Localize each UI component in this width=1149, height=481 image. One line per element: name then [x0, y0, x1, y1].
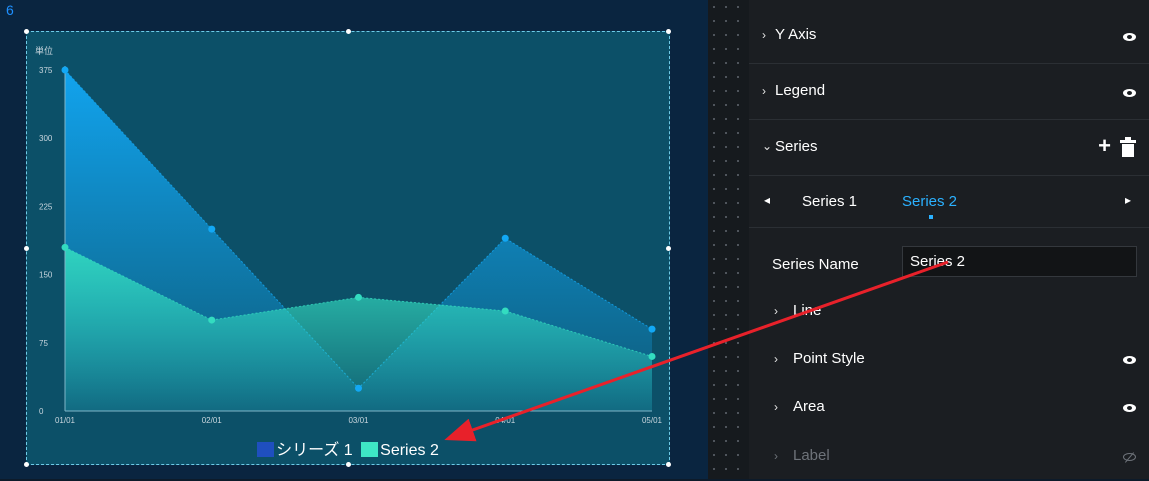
y-tick-label: 375	[39, 66, 53, 75]
resize-handle-left[interactable]	[24, 246, 29, 251]
resize-handle-top[interactable]	[346, 29, 351, 34]
chevron-down-icon: ⌄	[762, 139, 773, 153]
section-legend-label: Legend	[775, 82, 826, 99]
chevron-right-icon: ›	[774, 449, 778, 463]
point-series-1[interactable]	[208, 225, 216, 233]
legend-item-series-1[interactable]: シリーズ 1	[257, 436, 353, 460]
section-series[interactable]: ⌄ Series +	[749, 120, 1149, 176]
x-tick-label: 02/01	[202, 416, 223, 425]
x-tick-label: 01/01	[55, 416, 76, 425]
point-series-2[interactable]	[355, 293, 362, 301]
point-series-2[interactable]	[61, 243, 69, 251]
point-series-2[interactable]	[501, 307, 509, 315]
eye-icon[interactable]	[1123, 356, 1136, 364]
section-legend[interactable]: › Legend	[749, 64, 1149, 120]
point-series-1[interactable]	[501, 234, 509, 242]
y-unit-label: 単位	[35, 45, 53, 56]
chevron-right-icon: ›	[774, 352, 778, 366]
add-series-button[interactable]: +	[1098, 133, 1111, 158]
chevron-right-icon: ›	[762, 28, 766, 42]
resize-handle-right[interactable]	[666, 246, 671, 251]
subsection-area[interactable]: › Area	[749, 384, 1149, 432]
subsection-point-style-label: Point Style	[793, 350, 865, 367]
section-y-axis-label: Y Axis	[775, 26, 817, 43]
y-tick-label: 75	[39, 339, 48, 348]
legend-item-series-2[interactable]: Series 2	[361, 442, 439, 460]
subsection-area-label: Area	[793, 398, 825, 415]
x-tick-label: 04/01	[495, 416, 516, 425]
series-name-label: Series Name	[772, 256, 859, 273]
chart-widget[interactable]: 単位 0 75 150 225 300 375 01/01 02/01 03/01 04/01 05/…	[26, 31, 670, 465]
chart-legend: シリーズ 1 Series 2	[27, 436, 669, 460]
y-tick-label: 0	[39, 407, 44, 416]
canvas-corner-label: 6	[6, 2, 14, 18]
resize-handle-bottom[interactable]	[346, 462, 351, 467]
legend-swatch-series-1	[257, 442, 275, 457]
series-name-input[interactable]	[902, 246, 1137, 277]
point-series-1[interactable]	[61, 66, 69, 74]
chevron-right-icon: ›	[774, 400, 778, 414]
legend-label-series-2: Series 2	[380, 442, 439, 459]
area-chart: 単位 0 75 150 225 300 375 01/01 02/01 03/01 04/01 05/…	[35, 45, 663, 425]
chevron-right-icon: ›	[762, 84, 766, 98]
point-series-2[interactable]	[208, 316, 216, 324]
series-tabs: ◂ Series 1 Series 2 ▸	[749, 176, 1149, 228]
subsection-line[interactable]: › Line	[749, 288, 1149, 336]
subsection-point-style[interactable]: › Point Style	[749, 336, 1149, 384]
chevron-right-icon[interactable]: ▸	[1124, 193, 1131, 207]
y-tick-label: 225	[39, 202, 53, 211]
point-series-2[interactable]	[648, 352, 656, 360]
section-y-axis[interactable]: › Y Axis	[749, 8, 1149, 64]
chevron-left-icon[interactable]: ◂	[764, 193, 771, 207]
resize-handle-top-left[interactable]	[24, 29, 29, 34]
tab-series-2[interactable]: Series 2	[902, 193, 958, 210]
x-tick-label: 03/01	[348, 416, 369, 425]
chevron-right-icon: ›	[774, 304, 778, 318]
eye-icon[interactable]	[1123, 89, 1136, 97]
active-tab-indicator	[929, 215, 933, 219]
y-tick-label: 150	[39, 271, 53, 280]
eye-icon[interactable]	[1123, 33, 1136, 41]
resize-handle-top-right[interactable]	[666, 29, 671, 34]
resize-handle-bottom-right[interactable]	[666, 462, 671, 467]
legend-label-series-1: シリーズ 1	[276, 442, 353, 459]
eye-off-icon[interactable]	[1123, 453, 1136, 461]
canvas-area: 6 単位 0 75 150 225 300 375 01/01 02/01 03/01 04/01 0…	[0, 0, 708, 479]
config-panel: › Y Axis › Legend ⌄ Series + ◂ Series 1 …	[749, 0, 1149, 479]
point-series-1[interactable]	[355, 384, 362, 392]
trash-icon[interactable]	[1120, 137, 1136, 157]
subsection-label-label: Label	[793, 447, 830, 464]
eye-icon[interactable]	[1123, 404, 1136, 412]
y-tick-label: 300	[39, 134, 53, 143]
subsection-label[interactable]: › Label	[749, 433, 1149, 481]
canvas-ruler-strip	[708, 0, 749, 479]
tab-series-1[interactable]: Series 1	[802, 193, 858, 210]
point-series-1[interactable]	[648, 325, 656, 333]
legend-swatch-series-2	[361, 442, 379, 457]
section-series-label: Series	[775, 138, 818, 155]
x-tick-label: 05/01	[642, 416, 663, 425]
subsection-line-label: Line	[793, 302, 822, 319]
resize-handle-bottom-left[interactable]	[24, 462, 29, 467]
